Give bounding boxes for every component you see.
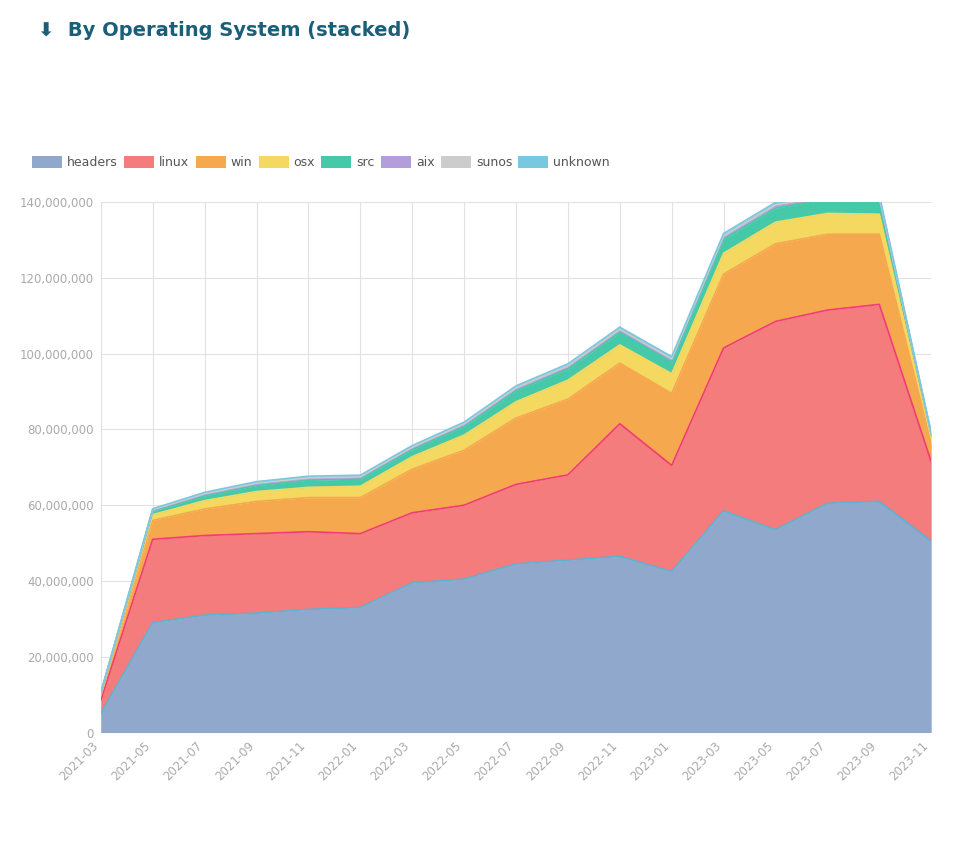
- Text: ⬇  By Operating System (stacked): ⬇ By Operating System (stacked): [38, 21, 411, 40]
- Legend: headers, linux, win, osx, src, aix, sunos, unknown: headers, linux, win, osx, src, aix, suno…: [33, 156, 610, 169]
